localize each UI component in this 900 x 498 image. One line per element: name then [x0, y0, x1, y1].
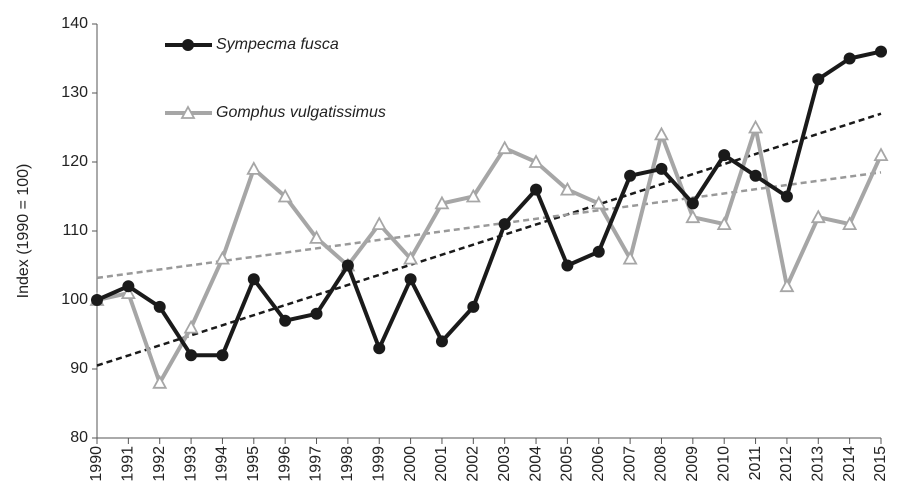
legend-marker	[182, 39, 194, 51]
x-tick-label: 1992	[151, 446, 168, 482]
data-point	[779, 278, 795, 293]
data-point	[214, 250, 230, 265]
legend-label: Gomphus vulgatissimus	[216, 104, 386, 121]
y-tick-label: 80	[70, 429, 88, 446]
data-point	[152, 374, 168, 389]
x-tick-label: 1991	[120, 446, 137, 482]
data-point	[465, 188, 481, 203]
x-tick-label: 1998	[339, 446, 356, 482]
data-point	[655, 162, 668, 175]
data-point	[653, 126, 669, 141]
data-point	[873, 147, 889, 161]
data-point	[561, 259, 574, 272]
y-axis-label: Index (1990 = 100)	[15, 164, 32, 299]
x-tick-label: 2013	[809, 446, 826, 482]
trend-line	[96, 112, 882, 367]
data-point	[153, 300, 166, 313]
x-tick-label: 2015	[872, 446, 889, 482]
data-point	[91, 294, 103, 306]
x-tick-label: 1990	[88, 446, 105, 482]
data-point	[843, 52, 856, 65]
data-point	[279, 314, 292, 327]
data-point	[718, 149, 731, 162]
data-point	[120, 285, 136, 299]
data-point	[530, 183, 543, 196]
x-tick-label: 2001	[433, 446, 450, 482]
data-point	[434, 195, 450, 210]
data-point	[467, 300, 480, 313]
x-tick-label: 1996	[276, 446, 293, 482]
x-tick-label: 2002	[465, 446, 482, 482]
data-point	[875, 45, 887, 58]
data-point	[592, 245, 605, 258]
data-point	[749, 169, 762, 182]
y-tick-label: 120	[61, 153, 88, 170]
x-tick-label: 2011	[747, 446, 764, 481]
data-point	[247, 273, 260, 286]
data-point	[622, 250, 638, 265]
data-point	[591, 195, 607, 210]
data-point	[780, 190, 793, 203]
data-point	[246, 161, 262, 175]
data-point	[122, 280, 135, 293]
x-tick-label: 1995	[245, 446, 262, 482]
y-tick-label: 90	[70, 360, 88, 377]
x-tick-label: 2009	[684, 446, 701, 482]
data-point	[435, 335, 448, 348]
data-point	[716, 216, 732, 230]
data-point	[498, 218, 511, 231]
x-tick-label: 2008	[653, 446, 670, 482]
data-point	[810, 209, 826, 224]
data-point	[812, 73, 825, 86]
data-point	[216, 349, 229, 362]
data-point	[183, 319, 199, 334]
x-tick-label: 1997	[308, 446, 325, 482]
series-line	[96, 125, 883, 385]
x-tick-label: 2006	[590, 446, 607, 482]
x-tick-label: 2005	[559, 446, 576, 482]
x-tick-label: 2004	[527, 446, 544, 482]
data-point	[404, 273, 417, 286]
data-point	[277, 188, 293, 203]
y-tick-label: 140	[61, 15, 88, 32]
y-tick-label: 100	[61, 291, 88, 308]
data-point	[373, 342, 386, 355]
x-tick-label: 1999	[370, 446, 387, 482]
data-point	[310, 307, 323, 320]
data-point	[497, 140, 513, 155]
x-tick-label: 2000	[402, 446, 419, 482]
data-point	[341, 259, 354, 272]
data-point	[842, 216, 858, 230]
data-point	[403, 250, 419, 265]
data-point	[686, 197, 699, 210]
data-point	[528, 154, 544, 168]
x-tick-label: 2007	[621, 446, 638, 482]
data-point	[685, 209, 701, 224]
x-tick-label: 1994	[214, 446, 231, 482]
data-point	[748, 119, 764, 134]
data-point	[309, 230, 325, 244]
x-tick-label: 1993	[182, 446, 199, 482]
x-tick-label: 2014	[841, 446, 858, 482]
data-point	[559, 181, 575, 196]
legend-label: Sympecma fusca	[216, 36, 339, 53]
data-point	[624, 169, 637, 182]
y-tick-label: 130	[61, 84, 88, 101]
data-point	[185, 349, 198, 362]
x-tick-label: 2010	[715, 446, 732, 482]
series-line	[96, 49, 882, 358]
y-tick-label: 110	[62, 222, 88, 239]
data-point	[371, 216, 387, 230]
x-tick-label: 2012	[778, 446, 795, 482]
x-tick-label: 2003	[496, 446, 513, 482]
legend-marker	[180, 105, 196, 119]
